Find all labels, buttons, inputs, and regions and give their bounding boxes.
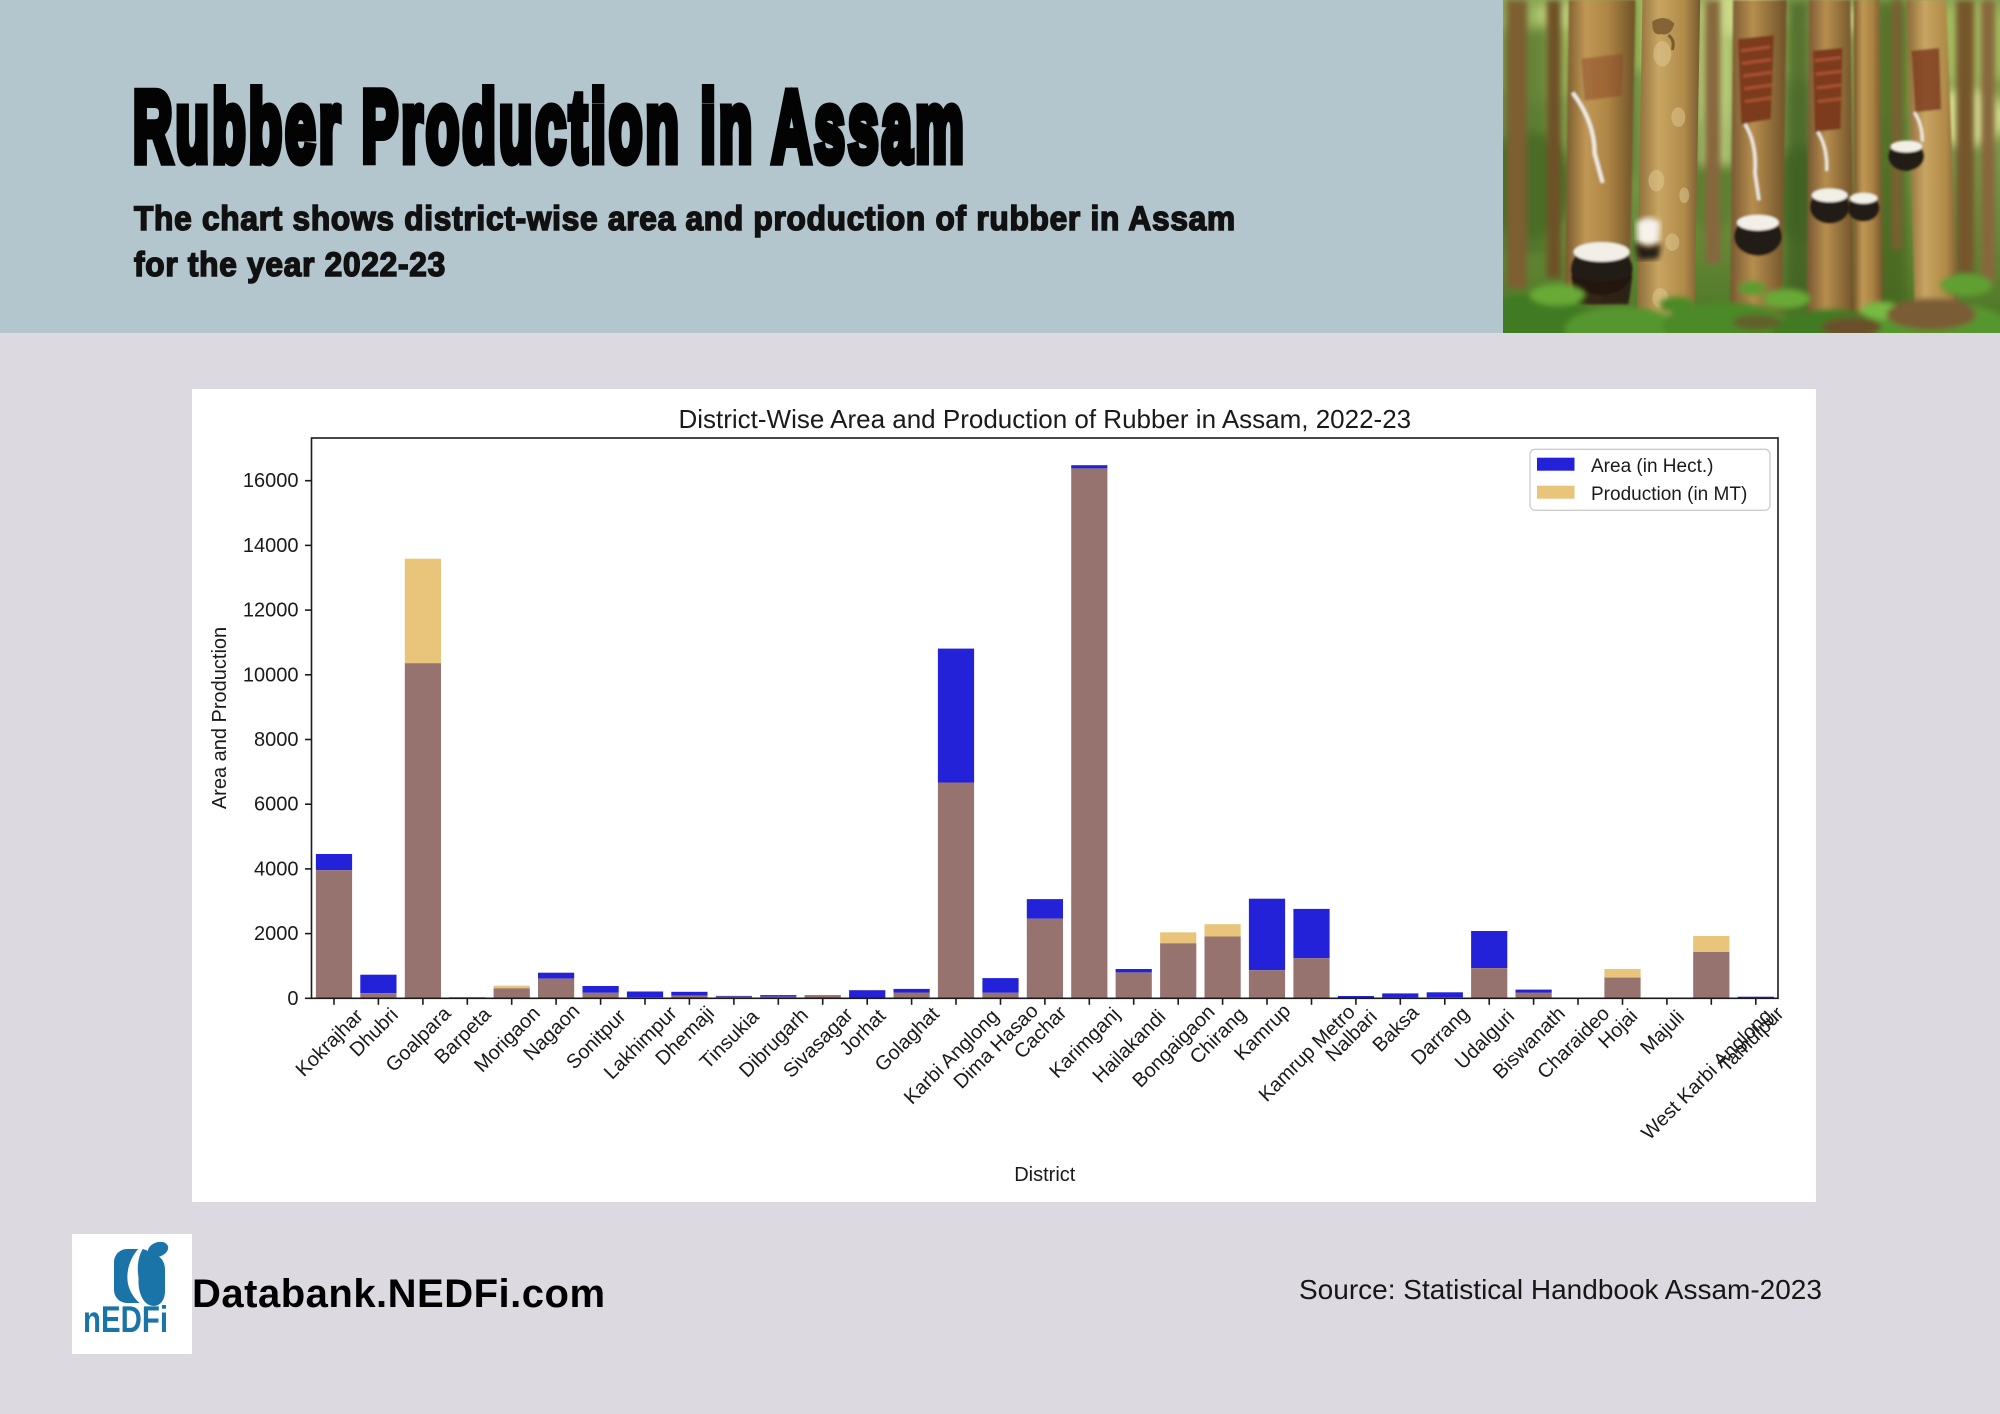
svg-text:12000: 12000	[243, 600, 299, 622]
svg-text:District-Wise Area and Product: District-Wise Area and Production of Rub…	[678, 404, 1411, 434]
svg-text:Production (in MT): Production (in MT)	[1591, 484, 1747, 505]
svg-text:2000: 2000	[254, 923, 299, 945]
svg-text:District: District	[1014, 1164, 1076, 1186]
svg-text:6000: 6000	[254, 794, 299, 816]
svg-text:0: 0	[287, 988, 298, 1010]
svg-text:16000: 16000	[243, 470, 299, 492]
svg-text:4000: 4000	[254, 858, 299, 880]
svg-text:Area and Production: Area and Production	[209, 627, 231, 809]
svg-text:14000: 14000	[243, 535, 299, 557]
svg-text:nEDFi: nEDFi	[83, 1299, 168, 1340]
svg-text:8000: 8000	[254, 729, 299, 751]
svg-text:Area (in Hect.): Area (in Hect.)	[1591, 456, 1713, 477]
svg-text:10000: 10000	[243, 664, 299, 686]
svg-text:Majuli: Majuli	[1636, 1006, 1689, 1059]
